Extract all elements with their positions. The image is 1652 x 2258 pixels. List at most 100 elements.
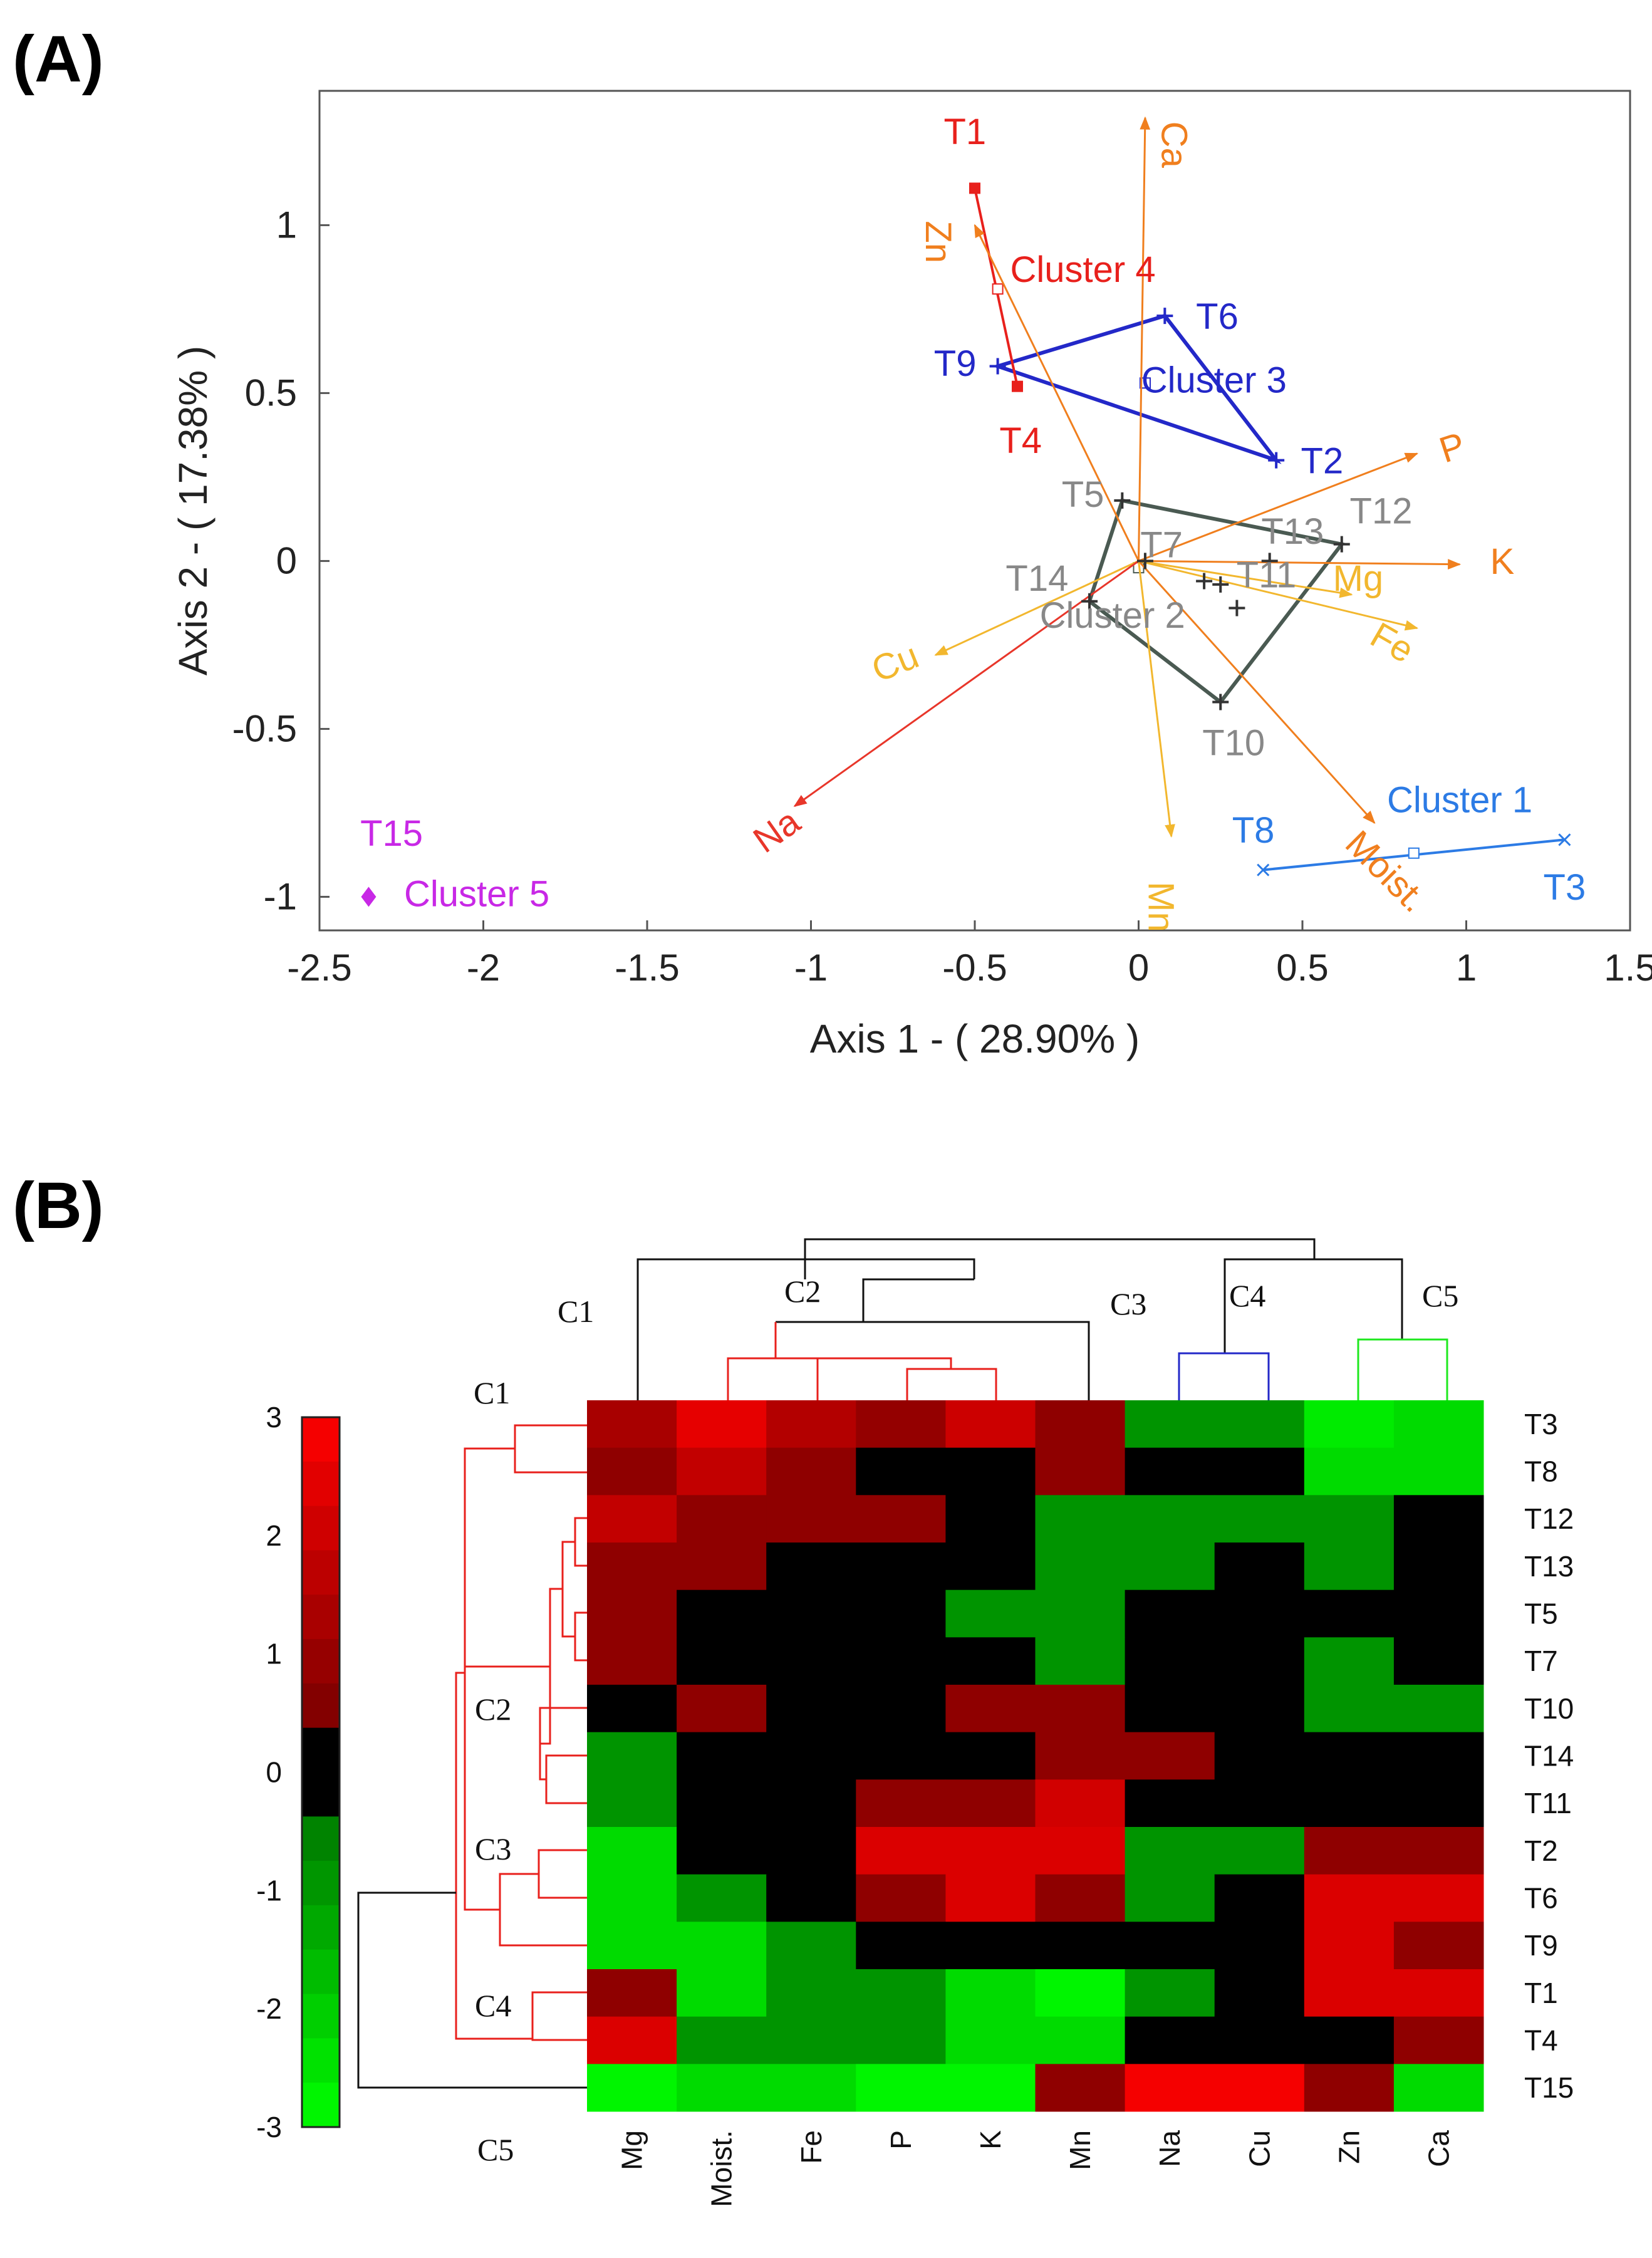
x-tick-label: -0.5 bbox=[942, 947, 1007, 989]
panel-a-label: (A) bbox=[13, 23, 104, 96]
row-label-t7: T7 bbox=[1524, 1645, 1558, 1677]
cell-t2-cu bbox=[1214, 1827, 1305, 1875]
row-labels: T3 T8 T12 T13 T5 T7 T10 T14 T11 T2 T6 T9 T1 T4 T15 bbox=[1524, 1408, 1574, 2104]
column-label-p: P bbox=[885, 2130, 917, 2150]
vector-label-mg: Mg bbox=[1333, 558, 1384, 599]
row-label-t13: T13 bbox=[1524, 1550, 1574, 1583]
cell-t6-zn bbox=[1304, 1874, 1395, 1922]
y-axis-label: Axis 2 - ( 17.38% ) bbox=[170, 346, 216, 675]
vector-label-ca: Ca bbox=[1153, 122, 1194, 169]
cell-t4-zn bbox=[1304, 2016, 1395, 2064]
cell-t11-cu bbox=[1214, 1779, 1305, 1828]
cell-t11-ca bbox=[1393, 1779, 1484, 1828]
colorbar-segment bbox=[302, 1772, 340, 1817]
column-label-fe: Fe bbox=[795, 2130, 828, 2164]
cell-t2-mg bbox=[587, 1827, 677, 1875]
row-dendro-g3 bbox=[464, 1665, 550, 1911]
cell-t6-mg bbox=[587, 1874, 677, 1922]
point-t8 bbox=[1257, 863, 1270, 877]
cell-t13-mn bbox=[1035, 1543, 1126, 1591]
colorbar-segment bbox=[302, 1595, 340, 1640]
cell-t14-zn bbox=[1304, 1732, 1395, 1780]
colorbar-segment bbox=[302, 1417, 340, 1462]
cell-t10-na bbox=[1125, 1685, 1215, 1733]
y-axis-ticks: -1 -0.5 0 0.5 1 bbox=[232, 204, 330, 917]
cell-t15-moist bbox=[677, 2064, 767, 2112]
row-label-t6: T6 bbox=[1524, 1882, 1558, 1915]
cell-t1-na bbox=[1125, 1969, 1215, 2017]
point-label-t7: T7 bbox=[1140, 524, 1183, 565]
col-cluster-label: C4 bbox=[1229, 1278, 1265, 1313]
row-dendro-t14-t11 bbox=[545, 1754, 587, 1804]
cell-t15-p bbox=[856, 2064, 946, 2112]
row-label-t5: T5 bbox=[1524, 1598, 1558, 1630]
column-labels: Mg Moist. Fe P K Mn Na Cu Zn Ca bbox=[616, 2130, 1455, 2207]
point-t5 bbox=[1114, 492, 1131, 509]
cell-t4-cu bbox=[1214, 2016, 1305, 2064]
point-label-t12: T12 bbox=[1350, 491, 1413, 532]
colorbar-segment bbox=[302, 1727, 340, 1772]
cell-t15-ca bbox=[1393, 2064, 1484, 2112]
cell-t10-ca bbox=[1393, 1685, 1484, 1733]
cell-t12-fe bbox=[766, 1495, 856, 1543]
cell-t9-ca bbox=[1393, 1922, 1484, 1970]
vector-cu bbox=[934, 560, 1140, 656]
cell-t10-cu bbox=[1214, 1685, 1305, 1733]
cell-t12-p bbox=[856, 1495, 946, 1543]
cell-t1-mg bbox=[587, 1969, 677, 2017]
cell-t13-mg bbox=[587, 1543, 677, 1591]
y-tick-label: 0.5 bbox=[245, 372, 297, 414]
cell-t9-moist bbox=[677, 1922, 767, 1970]
cell-t9-mn bbox=[1035, 1922, 1126, 1970]
vector-fe bbox=[1138, 559, 1419, 631]
point-t12 bbox=[1333, 536, 1350, 553]
point-t11 bbox=[1196, 573, 1213, 590]
row-dendro-t5-t7 bbox=[574, 1611, 587, 1662]
vector-label-k: K bbox=[1490, 541, 1515, 582]
cluster-label-cluster-1: Cluster 1 bbox=[1387, 780, 1532, 821]
column-label-moist: Moist. bbox=[705, 2130, 738, 2207]
row-cluster-label: C2 bbox=[475, 1692, 511, 1727]
cluster-label-cluster-3: Cluster 3 bbox=[1141, 360, 1287, 401]
cell-t11-zn bbox=[1304, 1779, 1395, 1828]
x-tick-label: 0.5 bbox=[1276, 947, 1328, 989]
row-dendro-t12-t13 bbox=[574, 1517, 587, 1567]
colorbar-tick-label: -2 bbox=[256, 1992, 282, 2025]
point-t3 bbox=[1558, 833, 1571, 846]
cell-t1-ca bbox=[1393, 1969, 1484, 2017]
cluster-label-cluster-2: Cluster 2 bbox=[1040, 595, 1185, 636]
cell-t11-moist bbox=[677, 1779, 767, 1828]
col-dendro-right bbox=[1223, 1258, 1403, 1353]
centroid-cluster-3 bbox=[1139, 377, 1151, 389]
row-cluster-label: C5 bbox=[477, 2132, 514, 2167]
point-label-t8: T8 bbox=[1232, 810, 1275, 851]
cell-t6-fe bbox=[766, 1874, 856, 1922]
colorbar-frame bbox=[301, 1416, 341, 2128]
row-label-t1: T1 bbox=[1524, 1977, 1558, 2009]
x-tick-label: 1 bbox=[1456, 947, 1477, 989]
y-tick-label: -1 bbox=[264, 875, 297, 917]
cell-t1-mn bbox=[1035, 1969, 1126, 2017]
point-label-t5: T5 bbox=[1062, 474, 1104, 515]
x-tick-label: -2 bbox=[467, 947, 500, 989]
sample-points: T1 T4 T6 T9 T2 T5 T12 T13 T7 T11 T14 T10 T8 T3 T15 bbox=[360, 112, 1586, 908]
cell-t10-mn bbox=[1035, 1685, 1126, 1733]
cell-t9-p bbox=[856, 1922, 946, 1970]
row-dendro-g5 bbox=[455, 1672, 534, 2040]
column-label-k: K bbox=[974, 2130, 1007, 2150]
point-label-t6: T6 bbox=[1196, 296, 1239, 337]
row-label-t9: T9 bbox=[1524, 1929, 1558, 1962]
cell-t2-mn bbox=[1035, 1827, 1126, 1875]
cell-t7-mg bbox=[587, 1637, 677, 1685]
colorbar-segment bbox=[302, 1461, 340, 1507]
cell-t15-cu bbox=[1214, 2064, 1305, 2112]
cell-t3-k bbox=[945, 1400, 1036, 1449]
point-t10 bbox=[1212, 694, 1229, 710]
colorbar-segment bbox=[302, 1861, 340, 1906]
colorbar-segment bbox=[302, 1949, 340, 1995]
cell-t14-na bbox=[1125, 1732, 1215, 1780]
vector-label-p: P bbox=[1435, 425, 1470, 471]
row-label-t11: T11 bbox=[1524, 1787, 1572, 1819]
vector-zn bbox=[974, 224, 1140, 562]
cell-t5-moist bbox=[677, 1589, 767, 1638]
